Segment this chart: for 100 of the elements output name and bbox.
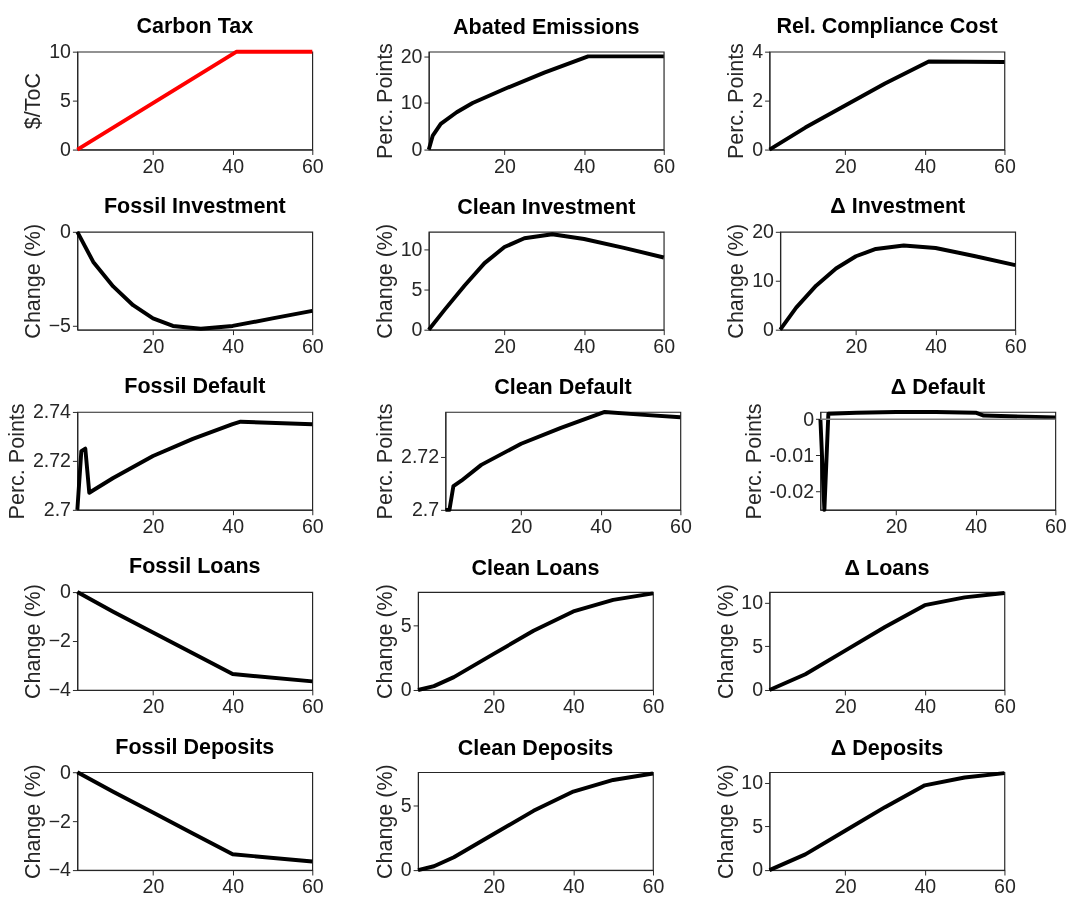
- chart-title: Δ Default: [890, 375, 986, 400]
- chart-title: Clean Default: [494, 375, 632, 400]
- line-series: [416, 591, 655, 692]
- x-tick-label: 60: [642, 694, 665, 717]
- chart-title: Clean Deposits: [457, 735, 614, 760]
- y-tick-label: 0: [400, 678, 412, 701]
- x-tick-label: 40: [914, 694, 937, 717]
- x-tick-label: 60: [994, 875, 1016, 898]
- y-tick-label: 10: [400, 237, 423, 260]
- y-tick-label: 0: [763, 318, 775, 341]
- x-tick-label: 20: [483, 694, 506, 717]
- y-tick-label: 10: [752, 269, 775, 292]
- y-tick-label: 10: [741, 771, 764, 794]
- y-axis-title: Change (%): [372, 764, 397, 880]
- x-tick-label: 20: [494, 154, 516, 177]
- y-tick-label: 2.74: [32, 400, 72, 423]
- y-axis-title: Change (%): [20, 223, 45, 339]
- x-tick-label: 20: [142, 875, 165, 898]
- chart-title: Fossil Deposits: [115, 734, 275, 759]
- chart-title: Fossil Default: [124, 374, 266, 399]
- line-series: [443, 409, 683, 512]
- x-tick-label: 40: [222, 875, 245, 898]
- x-tick-label: 20: [834, 694, 857, 717]
- y-axis-title: Change (%): [724, 223, 749, 339]
- x-tick-label: 40: [925, 334, 948, 357]
- y-tick-label: −2: [48, 809, 71, 832]
- y-tick-label: 0: [803, 407, 815, 430]
- y-tick-label: 2.72: [401, 445, 440, 468]
- x-tick-label: 20: [510, 514, 533, 537]
- y-tick-label: 2.7: [43, 498, 71, 521]
- y-tick-label: 5: [60, 88, 72, 111]
- x-tick-label: 40: [562, 694, 585, 717]
- y-tick-label: 5: [752, 634, 764, 657]
- y-axis-title: Change (%): [372, 223, 397, 339]
- x-tick-label: 60: [670, 514, 692, 537]
- y-axis-title: Change (%): [713, 764, 738, 880]
- line-series: [75, 590, 315, 684]
- x-tick-label: 60: [653, 334, 676, 357]
- x-tick-label: 20: [142, 514, 165, 537]
- y-tick-label: 4: [752, 40, 764, 63]
- y-tick-label: −4: [48, 678, 72, 701]
- line-series: [416, 771, 655, 873]
- x-tick-label: 40: [914, 154, 937, 177]
- x-tick-label: 40: [914, 875, 937, 898]
- y-tick-label: 0: [60, 580, 72, 603]
- y-tick-label: −5: [48, 314, 72, 337]
- y-tick-label: 0: [411, 318, 423, 341]
- x-tick-label: 40: [222, 694, 245, 717]
- x-tick-label: 40: [222, 334, 245, 357]
- x-tick-label: 40: [590, 514, 613, 537]
- chart-title: Δ Deposits: [830, 735, 944, 760]
- y-tick-label: −4: [48, 858, 72, 881]
- x-tick-label: 60: [994, 154, 1016, 177]
- x-tick-label: 60: [301, 154, 324, 177]
- x-tick-label: 60: [653, 154, 676, 177]
- x-tick-label: 20: [142, 334, 165, 357]
- chart-title: Clean Loans: [471, 555, 600, 580]
- x-tick-label: 20: [142, 694, 165, 717]
- chart-title: Fossil Loans: [129, 554, 261, 579]
- y-axis-title: Perc. Points: [741, 403, 766, 520]
- x-tick-label: 60: [301, 875, 324, 898]
- y-tick-label: 0: [752, 858, 764, 881]
- chart-title: Carbon Tax: [136, 14, 254, 39]
- y-axis-title: Change (%): [20, 584, 45, 699]
- line-series: [426, 232, 666, 332]
- y-tick-label: 0: [752, 678, 764, 701]
- y-tick-label: 2.7: [411, 498, 440, 521]
- x-tick-label: 60: [994, 694, 1016, 717]
- chart-title: Clean Investment: [457, 195, 636, 220]
- x-tick-label: 40: [562, 875, 585, 898]
- x-tick-label: 20: [834, 154, 857, 177]
- y-tick-label: 0: [752, 137, 764, 160]
- y-tick-label: 5: [752, 814, 764, 837]
- y-tick-label: -0.01: [769, 443, 815, 466]
- line-series: [75, 770, 315, 864]
- x-tick-label: 20: [142, 154, 165, 177]
- chart-title: Abated Emissions: [453, 14, 640, 39]
- line-series: [818, 409, 1058, 512]
- x-tick-label: 60: [301, 514, 324, 537]
- line-series: [767, 590, 1007, 692]
- y-tick-label: 0: [400, 858, 412, 881]
- y-axis-title: Perc. Points: [5, 403, 30, 520]
- chart-title: Fossil Investment: [103, 194, 286, 219]
- x-tick-label: 40: [573, 154, 596, 177]
- y-tick-label: 0: [60, 137, 72, 160]
- y-tick-label: 2: [752, 88, 764, 111]
- y-tick-label: −2: [48, 629, 71, 652]
- y-axis-title: Perc. Points: [724, 43, 749, 160]
- x-tick-label: 60: [301, 694, 324, 717]
- line-series: [426, 54, 666, 152]
- y-axis-title: Perc. Points: [373, 403, 398, 520]
- y-axis-title: $/ToC: [21, 73, 46, 130]
- x-tick-label: 40: [222, 514, 245, 537]
- y-tick-label: 20: [752, 220, 775, 243]
- y-axis-title: Change (%): [713, 584, 738, 699]
- y-tick-label: 0: [60, 760, 72, 783]
- y-tick-label: 0: [60, 220, 72, 243]
- x-tick-label: 40: [965, 514, 988, 537]
- x-tick-label: 20: [483, 875, 506, 898]
- x-tick-label: 20: [834, 875, 857, 898]
